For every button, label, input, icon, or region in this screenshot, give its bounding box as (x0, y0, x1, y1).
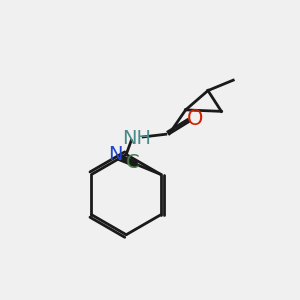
Text: O: O (187, 109, 203, 129)
Text: C: C (126, 153, 140, 172)
Text: NH: NH (122, 129, 151, 148)
Text: N: N (109, 145, 123, 164)
